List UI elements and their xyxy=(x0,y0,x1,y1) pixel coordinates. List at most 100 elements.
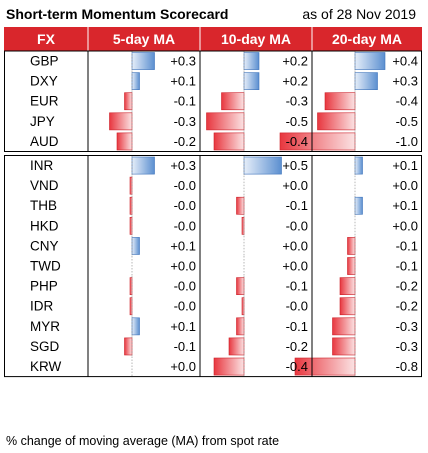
bar-negative xyxy=(236,317,245,336)
data-label: -0.1 xyxy=(396,238,418,253)
header-row xyxy=(4,27,422,51)
fx-label: MYR xyxy=(30,319,60,334)
bar-positive xyxy=(131,317,140,336)
bar-positive xyxy=(243,156,282,175)
data-label: +0.3 xyxy=(392,74,418,89)
bar-positive xyxy=(131,72,140,90)
data-label: -0.3 xyxy=(174,114,196,129)
data-label: +0.2 xyxy=(282,74,308,89)
data-label: +0.1 xyxy=(170,319,196,334)
data-label: -0.3 xyxy=(396,339,418,354)
bar-negative xyxy=(124,92,133,111)
column-header: FX xyxy=(37,31,56,47)
data-label: +0.3 xyxy=(170,54,196,69)
fx-label: GBP xyxy=(30,54,59,69)
data-label: -0.8 xyxy=(396,359,418,374)
fx-label: DXY xyxy=(30,74,58,89)
data-label: +0.1 xyxy=(170,74,196,89)
bar-positive xyxy=(354,72,378,90)
fx-label: PHP xyxy=(30,279,58,294)
bar-negative xyxy=(324,92,356,111)
bar-negative xyxy=(332,337,356,356)
data-label: -0.5 xyxy=(286,114,308,129)
fx-label: IDR xyxy=(30,299,54,314)
data-label: +0.0 xyxy=(282,178,308,193)
data-label: -0.0 xyxy=(174,218,196,233)
bar-positive xyxy=(354,196,363,215)
bar-negative xyxy=(347,237,356,255)
fx-label: AUD xyxy=(30,134,59,149)
column-header: 5-day MA xyxy=(113,31,175,47)
data-label: +0.1 xyxy=(392,198,418,213)
momentum-scorecard-table: FX 5-day MA 10-day MA 20-day MA GBP +0.3 +0.2… xyxy=(4,27,422,378)
fx-label: CNY xyxy=(30,238,59,253)
data-label: +0.1 xyxy=(170,238,196,253)
data-label: -0.1 xyxy=(286,319,308,334)
bar-negative xyxy=(347,257,356,275)
data-label: -0.4 xyxy=(396,94,418,109)
data-label: -0.0 xyxy=(174,198,196,213)
bar-negative xyxy=(332,317,356,336)
chart-title: Short-term Momentum Scorecard xyxy=(6,6,229,22)
data-label: -0.4 xyxy=(286,359,308,374)
data-label: +0.0 xyxy=(282,238,308,253)
data-label: -0.0 xyxy=(286,299,308,314)
data-label: +0.0 xyxy=(392,218,418,233)
bar-negative xyxy=(228,337,245,356)
data-label: -0.1 xyxy=(286,279,308,294)
data-label: -0.1 xyxy=(174,339,196,354)
data-label: +0.0 xyxy=(282,259,308,274)
group-border xyxy=(4,155,422,378)
fx-label: SGD xyxy=(30,339,60,354)
data-label: -0.5 xyxy=(396,114,418,129)
bar-positive xyxy=(131,52,155,70)
fx-label: THB xyxy=(30,198,57,213)
bar-positive xyxy=(354,52,386,70)
column-header: 10-day MA xyxy=(221,31,291,47)
data-label: +0.0 xyxy=(170,359,196,374)
data-label: -0.3 xyxy=(396,319,418,334)
bar-positive xyxy=(354,156,363,175)
fx-label: TWD xyxy=(30,259,61,274)
bar-negative xyxy=(213,132,245,151)
column-header: 20-day MA xyxy=(332,31,402,47)
fx-label: JPY xyxy=(30,114,55,129)
data-label: +0.0 xyxy=(392,178,418,193)
bar-positive xyxy=(243,72,260,90)
data-label: -0.2 xyxy=(286,339,308,354)
data-label: -0.0 xyxy=(174,279,196,294)
data-label: -0.2 xyxy=(396,279,418,294)
data-label: -0.3 xyxy=(286,94,308,109)
bar-negative xyxy=(236,196,245,215)
data-label: +0.0 xyxy=(170,259,196,274)
bar-positive xyxy=(243,52,260,70)
data-label: -0.1 xyxy=(174,94,196,109)
fx-label: KRW xyxy=(30,359,62,374)
data-label: +0.4 xyxy=(392,54,418,69)
bar-positive xyxy=(131,237,140,255)
bar-negative xyxy=(109,112,133,131)
group-border xyxy=(4,50,422,152)
bar-negative xyxy=(221,92,245,111)
bar-negative xyxy=(124,337,133,356)
data-label: +0.2 xyxy=(282,54,308,69)
fx-label: EUR xyxy=(30,94,59,109)
bar-negative xyxy=(206,112,245,131)
bar-negative xyxy=(213,357,245,376)
footnote: % change of moving average (MA) from spo… xyxy=(6,434,280,448)
bar-negative xyxy=(339,277,356,296)
bar-negative xyxy=(317,112,356,131)
bar-positive xyxy=(131,156,155,175)
bar-negative xyxy=(116,132,133,151)
data-label: -0.2 xyxy=(396,299,418,314)
data-label: -0.0 xyxy=(174,178,196,193)
data-label: -0.4 xyxy=(286,134,308,149)
data-label: -0.0 xyxy=(174,299,196,314)
data-label: -0.1 xyxy=(396,259,418,274)
fx-label: VND xyxy=(30,178,59,193)
data-label: +0.5 xyxy=(282,158,308,173)
data-label: -0.1 xyxy=(286,198,308,213)
data-label: -0.2 xyxy=(174,134,196,149)
as-of-date: as of 28 Nov 2019 xyxy=(302,6,416,22)
data-label: +0.1 xyxy=(392,158,418,173)
